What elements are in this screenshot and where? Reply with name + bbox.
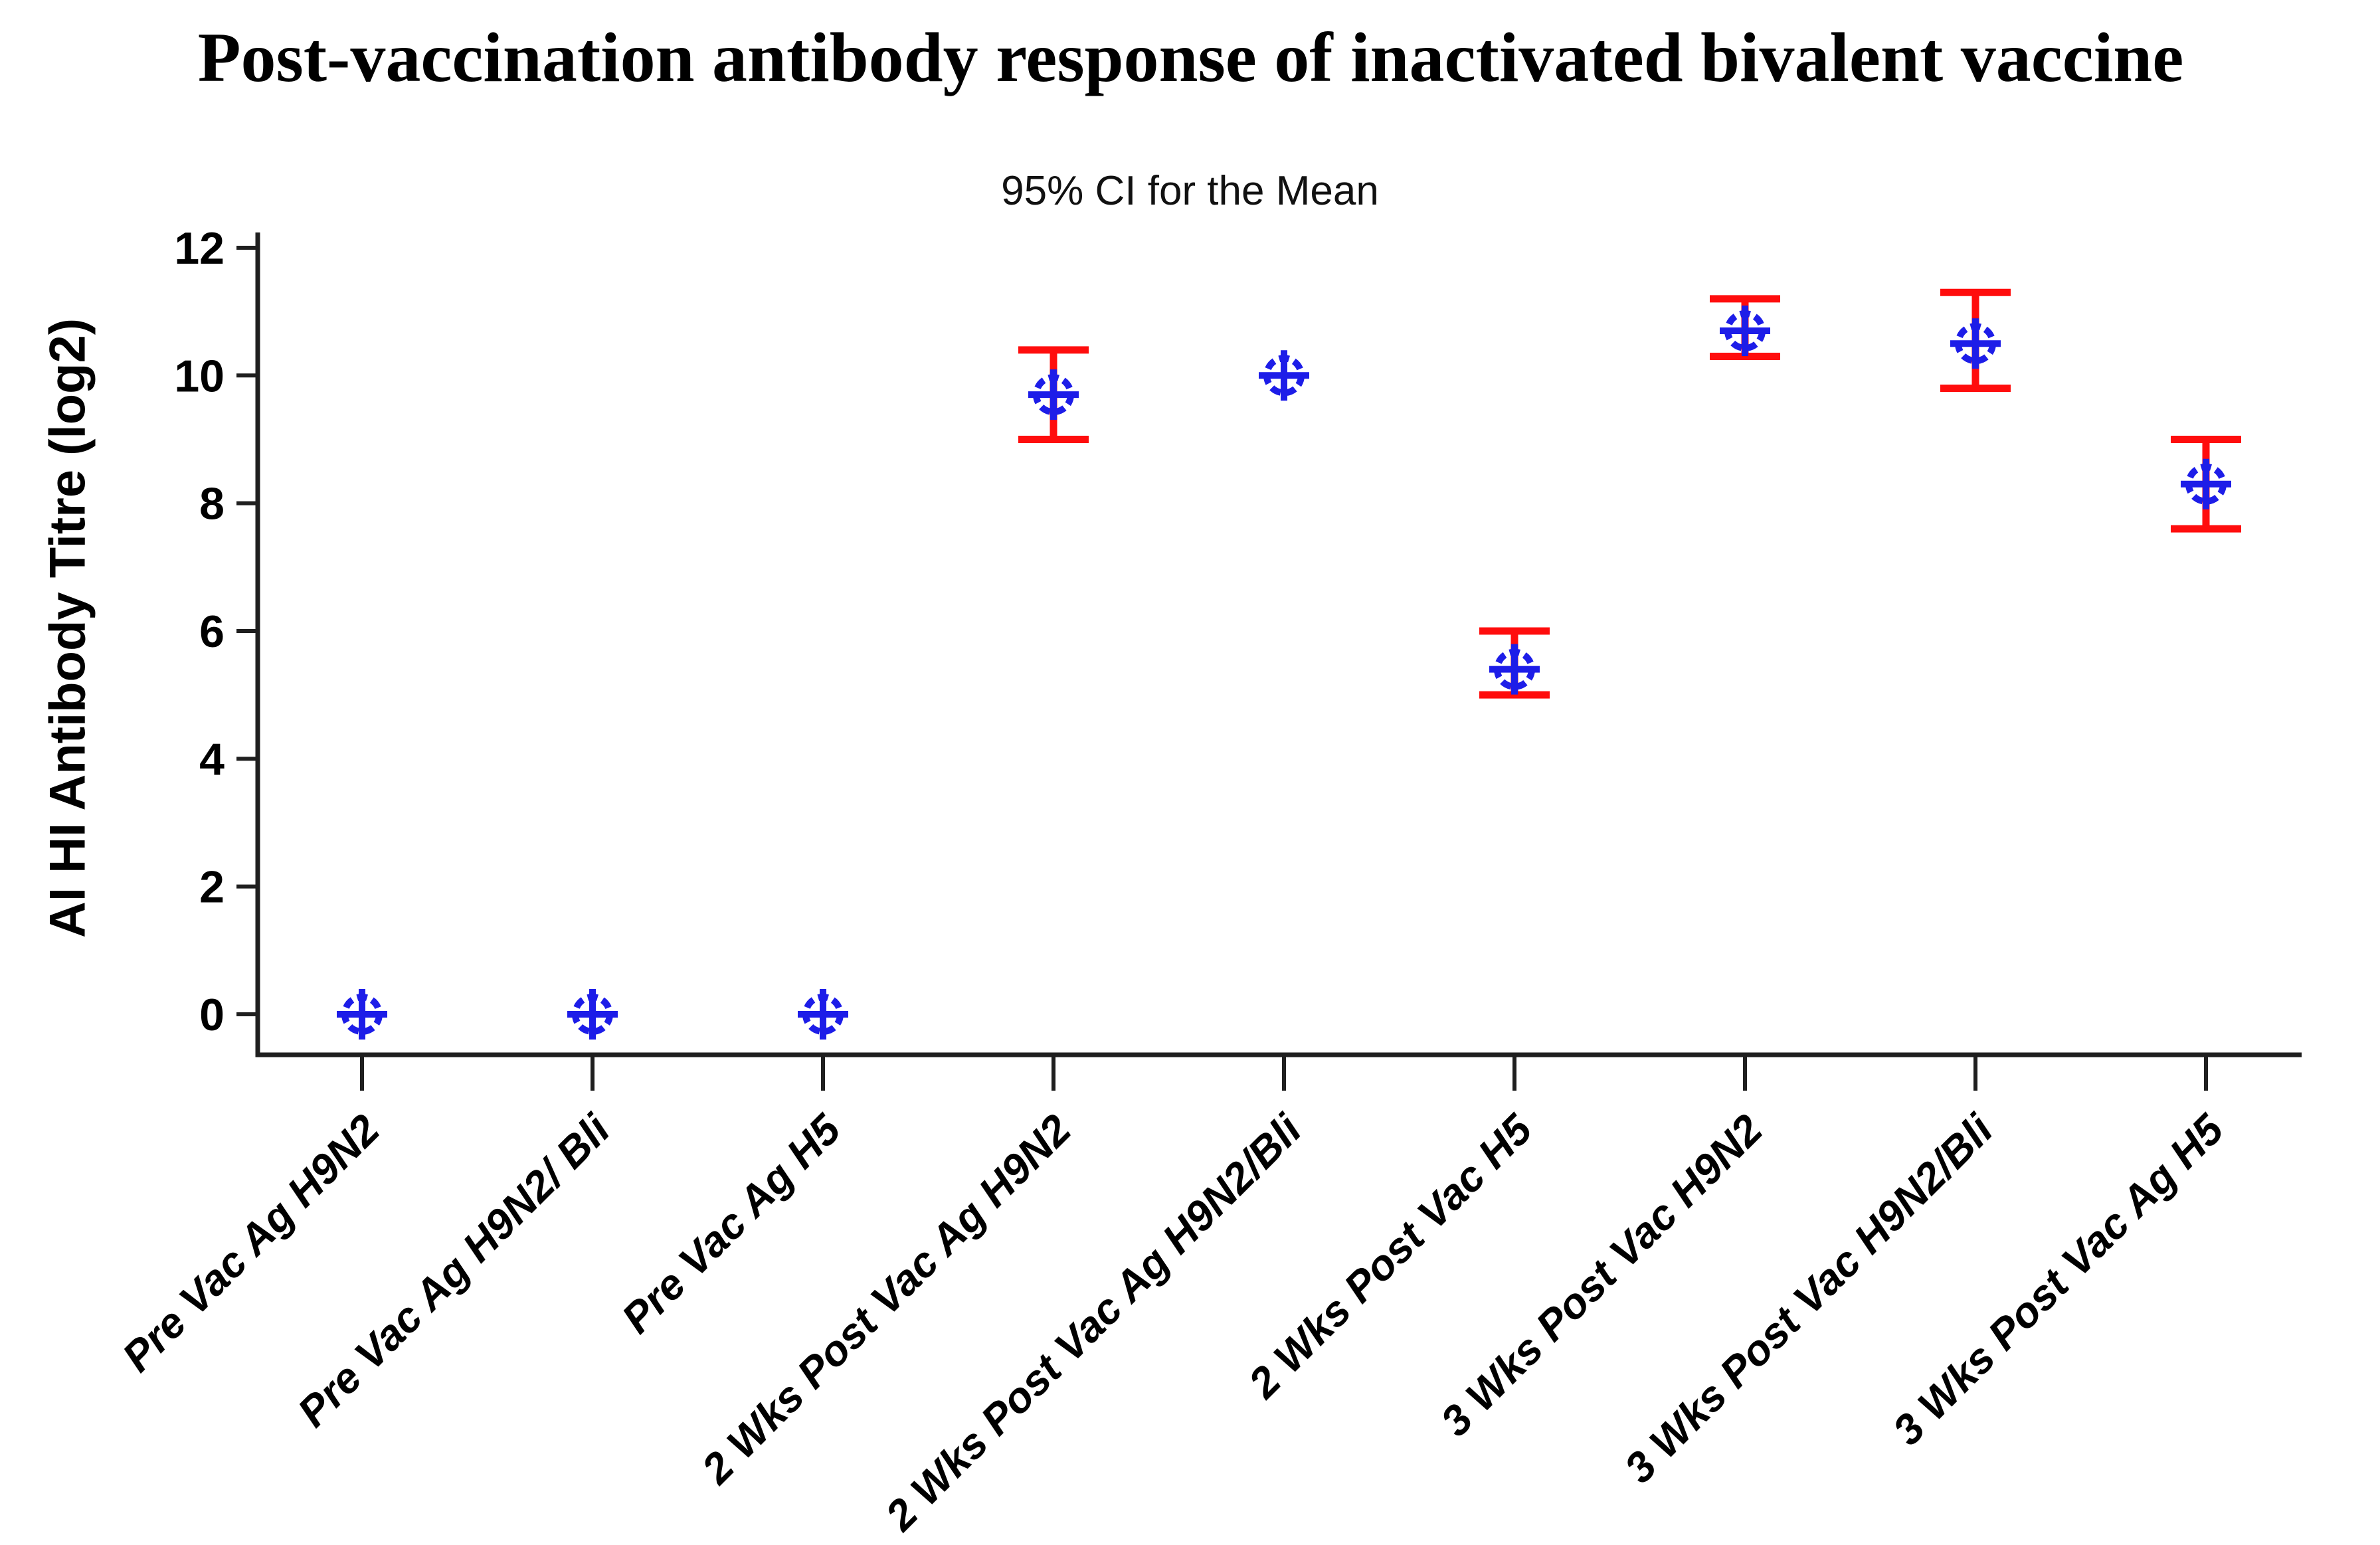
chart-subtitle: 95% CI for the Mean <box>1001 168 1379 214</box>
y-tick-label: 10 <box>174 351 225 401</box>
y-tick-label: 4 <box>199 734 225 784</box>
x-tick-label: 2 Wks Post Vac Ag H9N2/Bli <box>876 1105 1311 1540</box>
x-tick-label: Pre Vac Ag H9N2 <box>113 1105 389 1381</box>
y-tick-label: 0 <box>199 990 225 1040</box>
y-tick-label: 8 <box>199 479 225 529</box>
x-tick-label: Pre Vac Ag H5 <box>612 1105 850 1342</box>
y-tick-label: 2 <box>199 862 225 913</box>
x-tick-label: 2 Wks Post Vac Ag H9N2 <box>692 1105 1080 1493</box>
y-tick-label: 12 <box>174 223 225 274</box>
y-tick-label: 6 <box>199 606 225 657</box>
x-tick-label: 3 Wks Post Vac H9N2/Bli <box>1615 1105 2002 1492</box>
chart-title: Post-vaccination antibody response of in… <box>197 19 2184 96</box>
